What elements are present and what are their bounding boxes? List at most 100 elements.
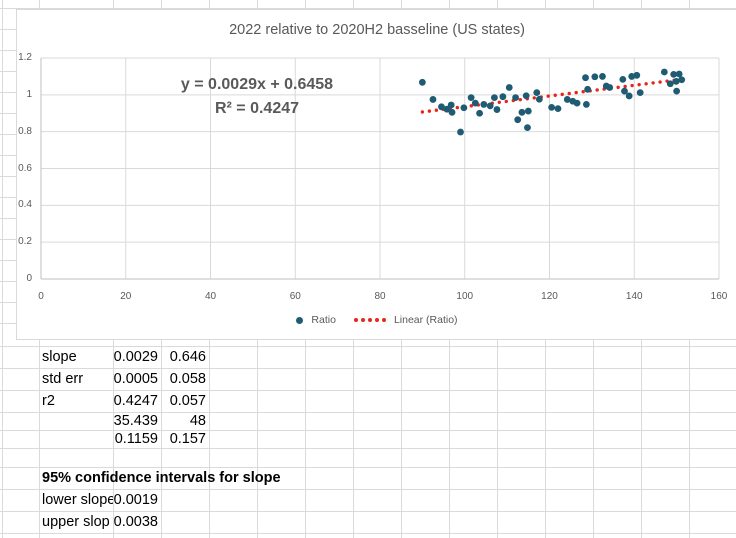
scatter-point[interactable] (599, 73, 606, 80)
grid-row-line (0, 511, 736, 512)
scatter-point[interactable] (460, 104, 468, 112)
scatter-point[interactable] (522, 92, 530, 100)
x-axis-tick-label[interactable]: 140 (625, 291, 643, 302)
scatter-point[interactable] (573, 99, 581, 107)
grid-row-line (0, 390, 736, 391)
ratio-marker-icon (296, 316, 304, 324)
scatter-point[interactable] (418, 78, 426, 86)
scatter-point[interactable] (563, 96, 571, 103)
trendline-dot (630, 83, 634, 88)
y-axis-tick-label[interactable]: 0.8 (18, 125, 32, 137)
stat-value-cell[interactable]: 48 (189, 413, 206, 429)
scatter-point[interactable] (672, 77, 680, 85)
scatter-point[interactable] (628, 73, 636, 80)
stat-value-cell[interactable]: 0.4247 (113, 393, 158, 409)
scatter-point[interactable] (633, 71, 641, 79)
scatter-point[interactable] (678, 76, 686, 84)
scatter-point[interactable] (493, 106, 501, 113)
y-axis-tick-label[interactable]: 0.6 (18, 162, 32, 174)
x-axis-tick-label[interactable]: 120 (541, 291, 558, 302)
y-axis-tick-label[interactable]: 0 (26, 273, 32, 284)
scatter-point[interactable] (457, 128, 464, 136)
y-axis-tick-label[interactable]: 1 (26, 88, 32, 100)
scatter-point[interactable] (486, 102, 494, 110)
scatter-point[interactable] (524, 107, 532, 115)
scatter-point[interactable] (584, 85, 592, 93)
scatter-point[interactable] (625, 92, 633, 100)
y-axis-tick-label[interactable]: 0.4 (18, 199, 32, 211)
scatter-point[interactable] (443, 105, 451, 113)
legend-label: Linear (Ratio) (393, 314, 458, 326)
scatter-point[interactable] (554, 105, 562, 113)
scatter-point[interactable] (518, 108, 526, 116)
stat-label-cell[interactable]: r2 (42, 393, 55, 409)
stat-label-cell[interactable]: slope (42, 349, 77, 365)
scatter-point[interactable] (670, 70, 678, 78)
scatter-point[interactable] (675, 70, 683, 78)
trendline-equation[interactable]: y = 0.0029x + 0.6458 R² = 0.4247 (107, 73, 407, 121)
trendline-dot (658, 80, 662, 84)
x-axis-tick-label[interactable]: 40 (204, 291, 217, 302)
stat-value-cell[interactable]: 0.0029 (113, 349, 158, 365)
stat-value-cell[interactable]: 0.0005 (113, 371, 158, 387)
x-axis-tick-label[interactable]: 100 (456, 291, 474, 302)
scatter-point[interactable] (673, 87, 681, 95)
scatter-point[interactable] (512, 94, 519, 101)
chart-title[interactable]: 2022 relative to 2020H2 basseline (US st… (229, 22, 525, 38)
scatter-point[interactable] (535, 95, 543, 103)
scatter-point[interactable] (606, 84, 614, 91)
scatter-point[interactable] (636, 89, 644, 97)
scatter-point[interactable] (480, 101, 488, 108)
scatter-point[interactable] (448, 108, 456, 116)
scatter-point[interactable] (438, 103, 445, 111)
scatter-point[interactable] (621, 87, 628, 95)
scatter-point[interactable] (582, 101, 590, 108)
stat-value-cell[interactable]: 0.157 (169, 431, 206, 447)
equation-text: y = 0.0029x + 0.6458 (180, 76, 334, 93)
scatter-point[interactable] (548, 103, 556, 111)
stat-value-cell[interactable]: 0.1159 (114, 431, 158, 447)
stat-value-cell[interactable]: 0.646 (169, 349, 206, 365)
scatter-point[interactable] (524, 124, 531, 132)
stat-value-cell[interactable]: 0.058 (169, 371, 206, 387)
x-axis-tick-label[interactable]: 160 (710, 291, 728, 302)
scatter-point[interactable] (467, 94, 475, 101)
chart-legend[interactable]: Ratio Linear (Ratio) (17, 314, 736, 326)
x-axis-tick-label[interactable]: 60 (289, 291, 301, 302)
scatter-point[interactable] (666, 80, 674, 88)
scatter-point[interactable] (505, 84, 513, 91)
scatter-point[interactable] (582, 74, 589, 82)
x-axis-tick-label[interactable]: 20 (120, 291, 132, 302)
y-axis-tick-label[interactable]: 0.2 (18, 236, 32, 248)
trendline-dot (595, 88, 599, 92)
scatter-point[interactable] (660, 68, 668, 76)
scatter-point[interactable] (491, 94, 498, 101)
legend-item-ratio[interactable]: Ratio (296, 314, 336, 326)
scatter-point[interactable] (429, 96, 437, 103)
ci-label-cell[interactable]: upper slop (42, 514, 110, 530)
scatter-point[interactable] (471, 99, 479, 107)
scatter-point[interactable] (533, 89, 541, 97)
legend-item-linear[interactable]: Linear (Ratio) (353, 314, 458, 326)
stat-value-cell[interactable]: 0.057 (169, 393, 206, 409)
ci-header-cell[interactable]: 95% confidence intervals for slope (42, 470, 281, 486)
ci-label-cell[interactable]: lower slope (42, 492, 113, 508)
scatter-point[interactable] (514, 116, 522, 124)
scatter-point[interactable] (499, 93, 507, 101)
grid-row-line (0, 533, 736, 534)
ci-value-cell[interactable]: 0.0038 (113, 514, 158, 530)
chart-object[interactable]: 2022 relative to 2020H2 basseline (US st… (16, 9, 736, 340)
stat-label-cell[interactable]: std err (42, 371, 84, 387)
scatter-point[interactable] (447, 101, 455, 109)
scatter-point[interactable] (591, 73, 599, 81)
x-axis-tick-label[interactable]: 0 (38, 291, 44, 302)
scatter-point[interactable] (619, 75, 627, 83)
scatter-plot[interactable] (17, 10, 736, 339)
x-axis-tick-label[interactable]: 80 (374, 291, 386, 302)
ci-value-cell[interactable]: 0.0019 (113, 492, 158, 508)
trendline-dot (574, 90, 578, 95)
y-axis-tick-label[interactable]: 1.2 (18, 52, 32, 63)
stat-value-cell[interactable]: 35.439 (113, 413, 158, 429)
scatter-point[interactable] (476, 109, 483, 117)
grid-row-line (0, 430, 736, 431)
